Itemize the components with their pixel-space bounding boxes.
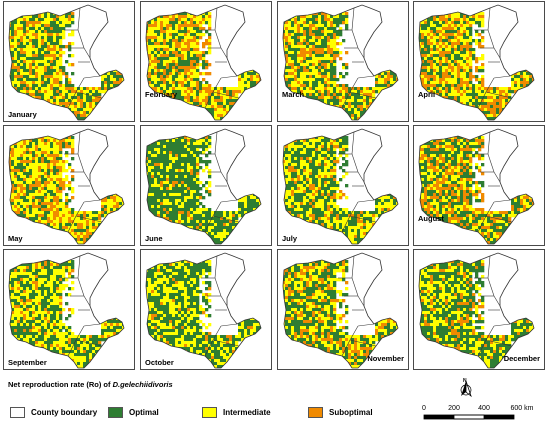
month-label: May (8, 234, 23, 243)
county-boundary (418, 128, 535, 245)
county-boundary (8, 4, 125, 121)
scale-bar-and-north-arrow: N 0 200 400 600 km (412, 378, 544, 426)
legend-item-suboptimal: Suboptimal (308, 405, 373, 419)
scale-bar (423, 414, 515, 420)
month-label: February (145, 90, 178, 99)
legend-item-optimal: Optimal (108, 405, 159, 419)
county-boundary (145, 252, 262, 369)
month-label: March (282, 90, 305, 99)
suitability-map (145, 252, 262, 369)
map-panel-october: October (140, 249, 272, 370)
map-panel-june: June (140, 125, 272, 246)
suboptimal-swatch (308, 406, 323, 418)
suitability-map (282, 4, 399, 121)
month-label: January (8, 110, 37, 119)
monthly-map-grid: January February March April May June July Augu… (3, 1, 549, 371)
optimal-swatch (108, 406, 123, 418)
legend-label: Optimal (129, 407, 159, 417)
month-label: October (145, 358, 174, 367)
map-panel-september: September (3, 249, 135, 370)
map-panel-march: March (277, 1, 409, 122)
month-label: August (418, 214, 444, 223)
suitability-map (8, 128, 125, 245)
map-panel-november: November (277, 249, 409, 370)
county-boundary (8, 252, 125, 369)
legend-item-county-boundary: County boundary (10, 405, 97, 419)
suitability-map (282, 128, 399, 245)
county-boundary (282, 252, 399, 369)
map-panel-january: January (3, 1, 135, 122)
legend-label: Suboptimal (329, 407, 373, 417)
suitability-map (8, 252, 125, 369)
suitability-map (418, 252, 535, 369)
suitability-cells (419, 260, 534, 368)
legend-label: Intermediate (223, 407, 271, 417)
map-panel-december: December (413, 249, 545, 370)
legend: County boundary Optimal Intermediate Sub… (10, 405, 430, 419)
legend-label: County boundary (31, 407, 98, 417)
county-boundary (282, 128, 399, 245)
scale-tick-label: 400 (478, 405, 490, 412)
suitability-cells (146, 12, 261, 120)
suitability-map (418, 128, 535, 245)
month-label: November (367, 354, 404, 363)
map-panel-february: February (140, 1, 272, 122)
intermediate-swatch (202, 406, 217, 418)
county-boundary (145, 4, 262, 121)
map-panel-july: July (277, 125, 409, 246)
month-label: July (282, 234, 298, 243)
suitability-map (145, 4, 262, 121)
month-label: December (503, 354, 540, 363)
county-boundary (8, 128, 125, 245)
scale-tick-label: 0 (422, 405, 426, 412)
county-boundary (282, 4, 399, 121)
county-boundary-swatch (10, 406, 25, 418)
month-label: April (418, 90, 436, 99)
scale-tick-label: 600 km (510, 405, 534, 412)
legend-title-prefix: Net reproduction rate (Ro) of (8, 380, 111, 389)
north-arrow-icon (460, 380, 472, 398)
north-label: N (463, 378, 467, 384)
suitability-map (145, 128, 262, 245)
suitability-map (418, 4, 535, 121)
map-panel-august: August (413, 125, 545, 246)
scale-tick-label: 200 (448, 405, 460, 412)
county-boundary (418, 4, 535, 121)
legend-title: Net reproduction rate (Ro) of D.gelechii… (8, 380, 173, 389)
county-boundary (145, 128, 262, 245)
suitability-cells (419, 136, 534, 244)
legend-title-species: D.gelechiidivoris (112, 380, 173, 389)
legend-item-intermediate: Intermediate (202, 405, 271, 419)
suitability-cells (283, 136, 398, 244)
suitability-map (282, 252, 399, 369)
month-label: June (145, 234, 163, 243)
map-panel-may: May (3, 125, 135, 246)
month-label: September (8, 358, 47, 367)
suitability-cells (146, 260, 261, 368)
map-panel-april: April (413, 1, 545, 122)
suitability-map (8, 4, 125, 121)
county-boundary (418, 252, 535, 369)
